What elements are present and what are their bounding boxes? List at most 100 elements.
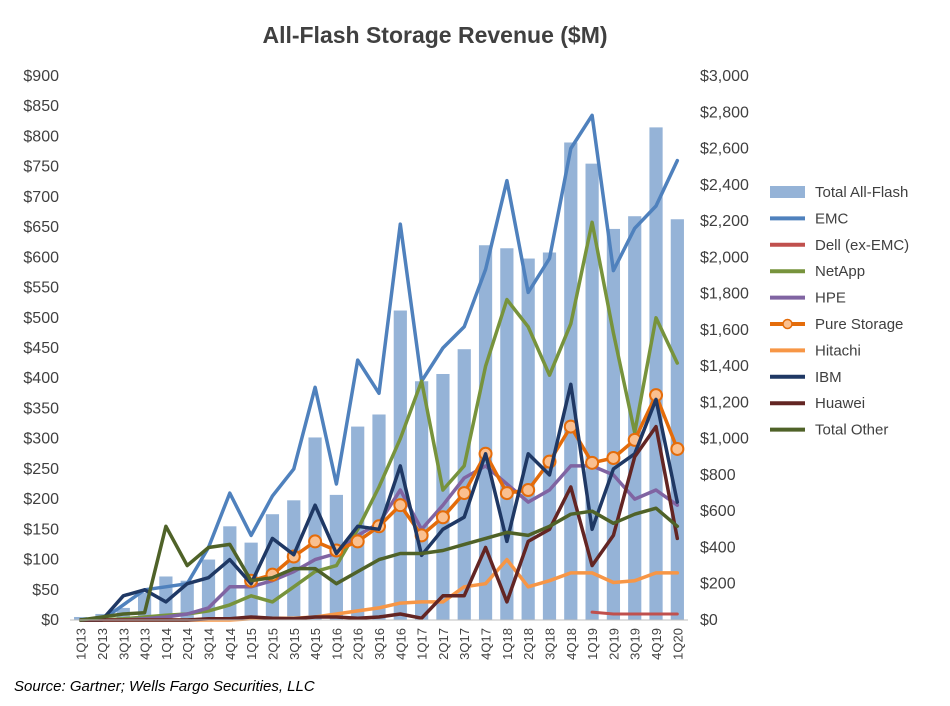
series-total-other [78, 506, 680, 622]
series-line [78, 506, 680, 622]
x-axis: 1Q13 2Q13 3Q13 4Q13 1Q14 2Q14 3Q14 4Q14 1Q15 2Q15… [70, 619, 688, 660]
right-axis: $0 $200 $400 $600 $800 $1,000 $1,200 $1,400 $1,6… [700, 68, 749, 629]
legend-label: Hitachi [815, 342, 861, 359]
legend-item: HPE [770, 290, 846, 307]
legend-item: Total All-Flash [770, 184, 908, 201]
series-ibm [78, 382, 680, 622]
x-tick-label: 4Q15 [308, 628, 323, 660]
x-tick-label: 2Q17 [436, 628, 451, 660]
bar [670, 219, 684, 620]
x-tick-label: 3Q17 [457, 628, 472, 660]
legend-label: EMC [815, 210, 849, 227]
bar-series [74, 127, 684, 620]
series-marker [435, 510, 450, 525]
left-axis-tick-label: $50 [32, 582, 59, 599]
right-axis-tick-label: $1,800 [700, 286, 749, 303]
bar [478, 245, 493, 620]
left-axis-tick-label: $650 [23, 219, 59, 236]
legend-item: EMC [770, 210, 849, 227]
bar [649, 127, 663, 620]
x-tick-label: 1Q13 [74, 628, 89, 660]
series-line [78, 113, 680, 622]
x-tick-label: 3Q19 [628, 628, 643, 660]
left-axis-tick-label: $850 [23, 98, 59, 115]
x-tick-label: 1Q14 [159, 628, 174, 660]
right-axis-tick-label: $2,400 [700, 177, 749, 194]
right-axis-tick-label: $200 [700, 576, 736, 593]
legend-label: IBM [815, 369, 842, 386]
left-axis-tick-label: $450 [23, 340, 59, 357]
bar [564, 142, 578, 620]
x-tick-label: 3Q18 [542, 628, 557, 660]
bar [457, 349, 471, 620]
right-axis-tick-label: $1,400 [700, 358, 749, 375]
bar [628, 216, 642, 620]
x-tick-label: 2Q14 [180, 628, 195, 660]
left-axis-tick-label: $800 [23, 128, 59, 145]
right-axis-tick-label: $2,800 [700, 104, 749, 121]
left-axis-tick-label: $300 [23, 431, 59, 448]
left-axis-tick-label: $700 [23, 189, 59, 206]
legend-item: Hitachi [770, 342, 861, 359]
left-axis-tick-label: $600 [23, 249, 59, 266]
bar [265, 514, 280, 620]
series-line [78, 382, 680, 622]
bar [308, 437, 322, 620]
x-tick-label: 2Q13 [95, 628, 110, 660]
left-axis-tick-label: $550 [23, 280, 59, 297]
x-tick-label: 4Q19 [649, 628, 664, 660]
left-axis-tick-label: $400 [23, 370, 59, 387]
series-dell-ex-emc [590, 610, 679, 616]
x-tick-label: 4Q17 [479, 628, 494, 660]
x-tick-label: 1Q18 [500, 628, 515, 660]
bar [542, 252, 557, 620]
series-emc [78, 113, 680, 622]
left-axis-tick-label: $200 [23, 491, 59, 508]
series-marker [457, 486, 472, 501]
bar [606, 228, 621, 620]
legend-marker [782, 318, 793, 330]
right-axis-tick-label: $1,600 [700, 322, 749, 339]
right-axis-tick-label: $0 [700, 612, 718, 629]
left-axis-tick-label: $500 [23, 310, 59, 327]
left-axis: $0 $50 $100 $150 $200 $250 $300 $350 $400 $450 $50… [23, 68, 59, 629]
legend-item: Huawei [770, 395, 865, 412]
legend-label: Pure Storage [815, 316, 903, 333]
right-axis-tick-label: $400 [700, 539, 736, 556]
right-axis-tick-label: $3,000 [700, 68, 749, 85]
x-tick-label: 3Q13 [116, 628, 131, 660]
right-axis-tick-label: $800 [700, 467, 736, 484]
series-marker [350, 534, 365, 549]
right-axis-tick-label: $2,200 [700, 213, 749, 230]
x-tick-label: 4Q13 [138, 628, 153, 660]
x-tick-label: 2Q15 [265, 628, 280, 660]
x-tick-label: 1Q15 [244, 628, 259, 660]
legend-label: Huawei [815, 395, 865, 412]
left-axis-tick-label: $150 [23, 521, 59, 538]
x-tick-label: 2Q16 [351, 628, 366, 660]
right-axis-tick-label: $1,200 [700, 394, 749, 411]
series-marker [585, 455, 600, 470]
legend-item: Total Other [770, 422, 888, 439]
legend-label: Total All-Flash [815, 184, 908, 201]
left-axis-tick-label: $250 [23, 461, 59, 478]
x-tick-label: 4Q14 [223, 628, 238, 660]
x-tick-label: 1Q17 [415, 628, 430, 660]
series-marker [308, 534, 323, 549]
legend-label: HPE [815, 290, 846, 307]
left-axis-tick-label: $350 [23, 400, 59, 417]
x-tick-label: 3Q16 [372, 628, 387, 660]
series-marker [606, 451, 621, 466]
right-axis-tick-label: $1,000 [700, 431, 749, 448]
x-tick-label: 4Q18 [564, 628, 579, 660]
series-marker [393, 498, 408, 513]
bar [415, 381, 429, 620]
legend-swatch [770, 186, 805, 198]
x-tick-label: 1Q20 [670, 628, 685, 660]
x-tick-label: 3Q15 [287, 628, 302, 660]
x-tick-label: 4Q16 [393, 628, 408, 660]
source-note: Source: Gartner; Wells Fargo Securities,… [14, 678, 315, 695]
x-tick-label: 1Q16 [329, 628, 344, 660]
chart-title: All-Flash Storage Revenue ($M) [262, 22, 608, 48]
